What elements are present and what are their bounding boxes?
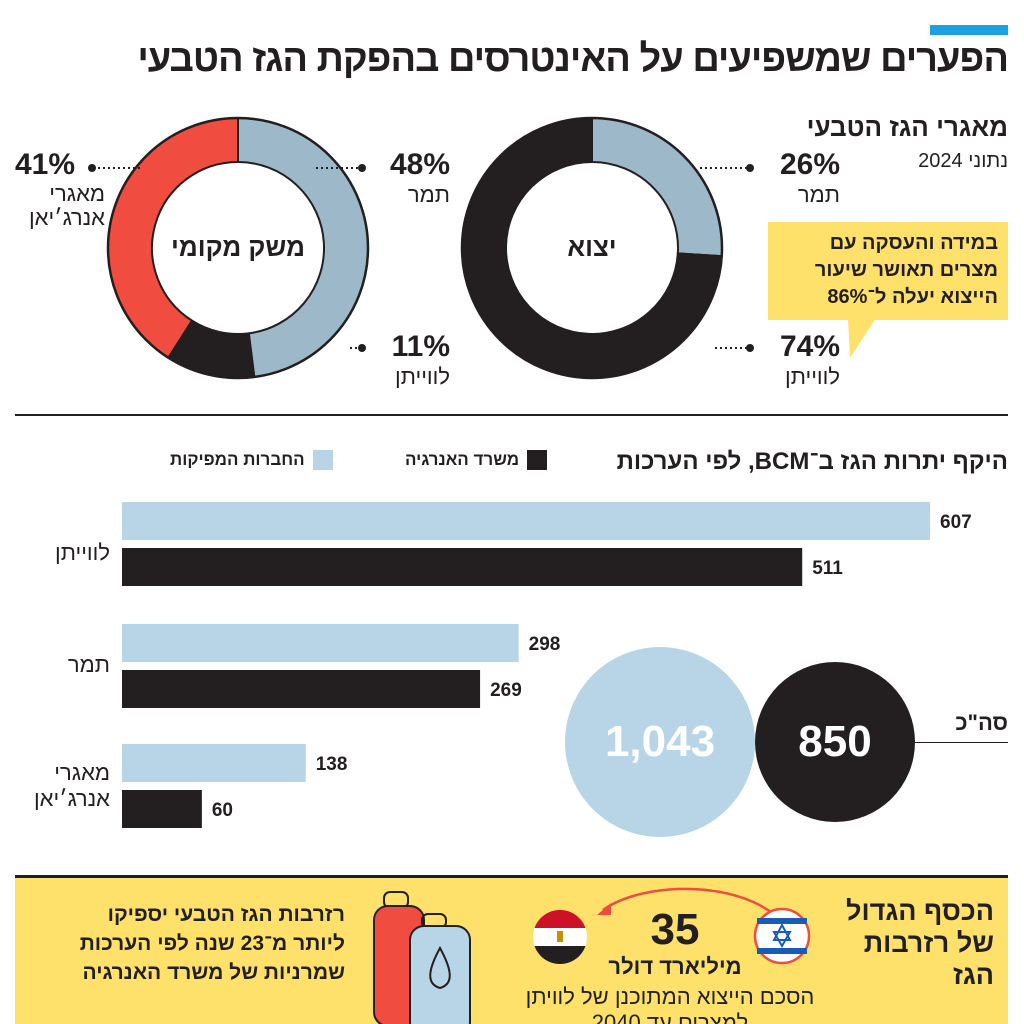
- arrow-icon: [602, 887, 784, 924]
- total-label: סה"כ: [955, 710, 1008, 735]
- bar-companies: [122, 502, 930, 540]
- bar-chart: 607 511 298 269 138 60: [122, 502, 972, 828]
- gas-cylinders-icon: [373, 891, 471, 1024]
- bar-companies: [122, 624, 519, 662]
- bar-value-label: 138: [316, 754, 348, 775]
- bar-value-label: 269: [490, 680, 522, 701]
- slice-label-tamar-export: 26% תמר: [779, 148, 840, 207]
- category-label-tamar: תמר: [67, 652, 110, 677]
- accent-bar: [930, 25, 1008, 35]
- bar-ministry: [122, 790, 202, 828]
- bar-ministry: [122, 548, 803, 586]
- bar-value-label: 298: [529, 634, 561, 655]
- deal-unit: מיליארד דולר: [608, 954, 742, 979]
- legend-item-companies: החברות המפיקות: [170, 450, 333, 470]
- page-title: הפערים שמשפיעים על האינטרסים בהפקת הגז ה…: [137, 38, 1009, 80]
- bar-value-label: 60: [212, 800, 233, 821]
- section-divider: [15, 414, 1008, 416]
- slice-label-leviathan-export: 74% לווייתן: [779, 330, 840, 389]
- donut-charts: [88, 116, 754, 380]
- reserves-text: רזרבות הגז הטבעי יספיקו ליותר מ־23 שנה ל…: [79, 903, 345, 984]
- bar-companies: [122, 744, 306, 782]
- donut-center-label-domestic: משק מקומי: [171, 232, 305, 262]
- total-leader-line: [915, 742, 1008, 743]
- bar-ministry: [122, 670, 481, 708]
- total-companies-circle: 1,043: [565, 647, 755, 837]
- legend-item-ministry: משרד האנרגיה: [405, 450, 548, 470]
- deal-amount: 35: [650, 905, 700, 954]
- bottom-panel: [15, 875, 1008, 1024]
- leader-dot: [88, 164, 96, 172]
- leader-dot: [746, 164, 754, 172]
- donut-center-label-export: יצוא: [567, 232, 617, 262]
- bar-value-label: 511: [812, 558, 843, 579]
- category-label-leviathan: לווייתן: [55, 540, 110, 565]
- egypt-flag-icon: [533, 910, 587, 964]
- leader-dot: [358, 344, 366, 352]
- leader-dot: [746, 344, 754, 352]
- legend-swatch: [312, 450, 333, 470]
- callout-bubble: במידה והעסקה עם מצרים תאושר שיעור הייצוא…: [768, 222, 1008, 320]
- leader-dot: [358, 164, 366, 172]
- bar-chart-title: היקף יתרות הגז ב־BCM, לפי הערכות: [616, 448, 1008, 475]
- callout-pointer: [848, 318, 876, 358]
- slice-label-energean-domestic: 41% מאגרי אנרג׳יאן: [15, 148, 105, 230]
- slice-label-tamar-domestic: 48% תמר: [389, 148, 450, 207]
- deal-description: הסכם הייצוא המתוכנן של לוויתן למצרים עד …: [525, 984, 815, 1024]
- bottom-heading: הכסף הגדול של רזרבות הגז: [846, 896, 994, 990]
- slice-label-leviathan-domestic: 11% לווייתן: [391, 330, 450, 389]
- israel-flag-icon: [753, 907, 811, 965]
- total-ministry-circle: 850: [755, 662, 915, 822]
- legend-swatch: [527, 450, 548, 470]
- reservoirs-subheading: נתוני 2024: [918, 150, 1008, 172]
- category-label-energean: מאגרי אנרג׳יאן: [33, 760, 110, 811]
- flags-arrow: [533, 887, 811, 965]
- bar-value-label: 607: [940, 512, 972, 533]
- reservoirs-heading: מאגרי הגז הטבעי: [806, 112, 1008, 142]
